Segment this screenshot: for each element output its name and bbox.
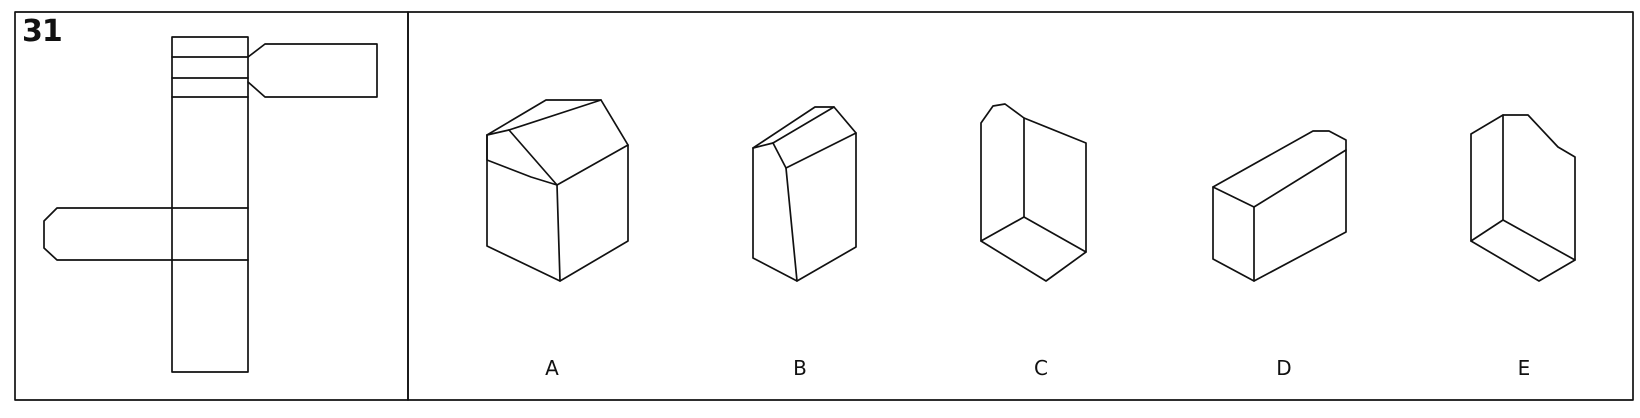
option-e-figure: [1470, 114, 1576, 282]
option-b-figure: [752, 106, 857, 282]
net-right-flap: [247, 43, 378, 98]
figure-edge: [785, 167, 798, 282]
figure-edge: [1502, 219, 1576, 261]
figure-edge: [508, 129, 558, 186]
option-label-e[interactable]: E: [1517, 356, 1531, 380]
figure-edge: [1470, 219, 1504, 242]
question-frame: [14, 11, 409, 401]
option-label-c[interactable]: C: [1034, 356, 1048, 380]
option-label-d[interactable]: D: [1276, 356, 1292, 380]
net-main-strip: [171, 36, 249, 373]
figure-edge: [1023, 216, 1087, 253]
figure-edge: [980, 103, 1087, 282]
net-left-flap: [43, 207, 173, 261]
figure-edge: [486, 129, 510, 136]
option-label-a[interactable]: A: [545, 356, 559, 380]
options-frame: [407, 11, 1634, 401]
figure-edge: [772, 142, 787, 169]
option-d-figure: [1212, 130, 1347, 282]
figure-edge: [772, 106, 835, 144]
figure-edge: [1212, 186, 1255, 208]
figure-edge: [508, 99, 602, 131]
option-a-figure: [486, 99, 629, 282]
figure-edge: [1470, 114, 1576, 282]
figure-edge: [752, 142, 774, 149]
figure-edge: [486, 99, 629, 186]
figure-edge: [1212, 130, 1347, 282]
net-figure: [43, 36, 378, 373]
question-number: 31: [22, 14, 63, 49]
figure-edge: [752, 106, 857, 282]
figure-edge: [556, 184, 561, 282]
option-label-b[interactable]: B: [793, 356, 807, 380]
option-c-figure: [980, 103, 1087, 282]
figure-edge: [980, 216, 1025, 242]
figure-edge: [1253, 149, 1347, 208]
figure-edge: [785, 132, 857, 169]
